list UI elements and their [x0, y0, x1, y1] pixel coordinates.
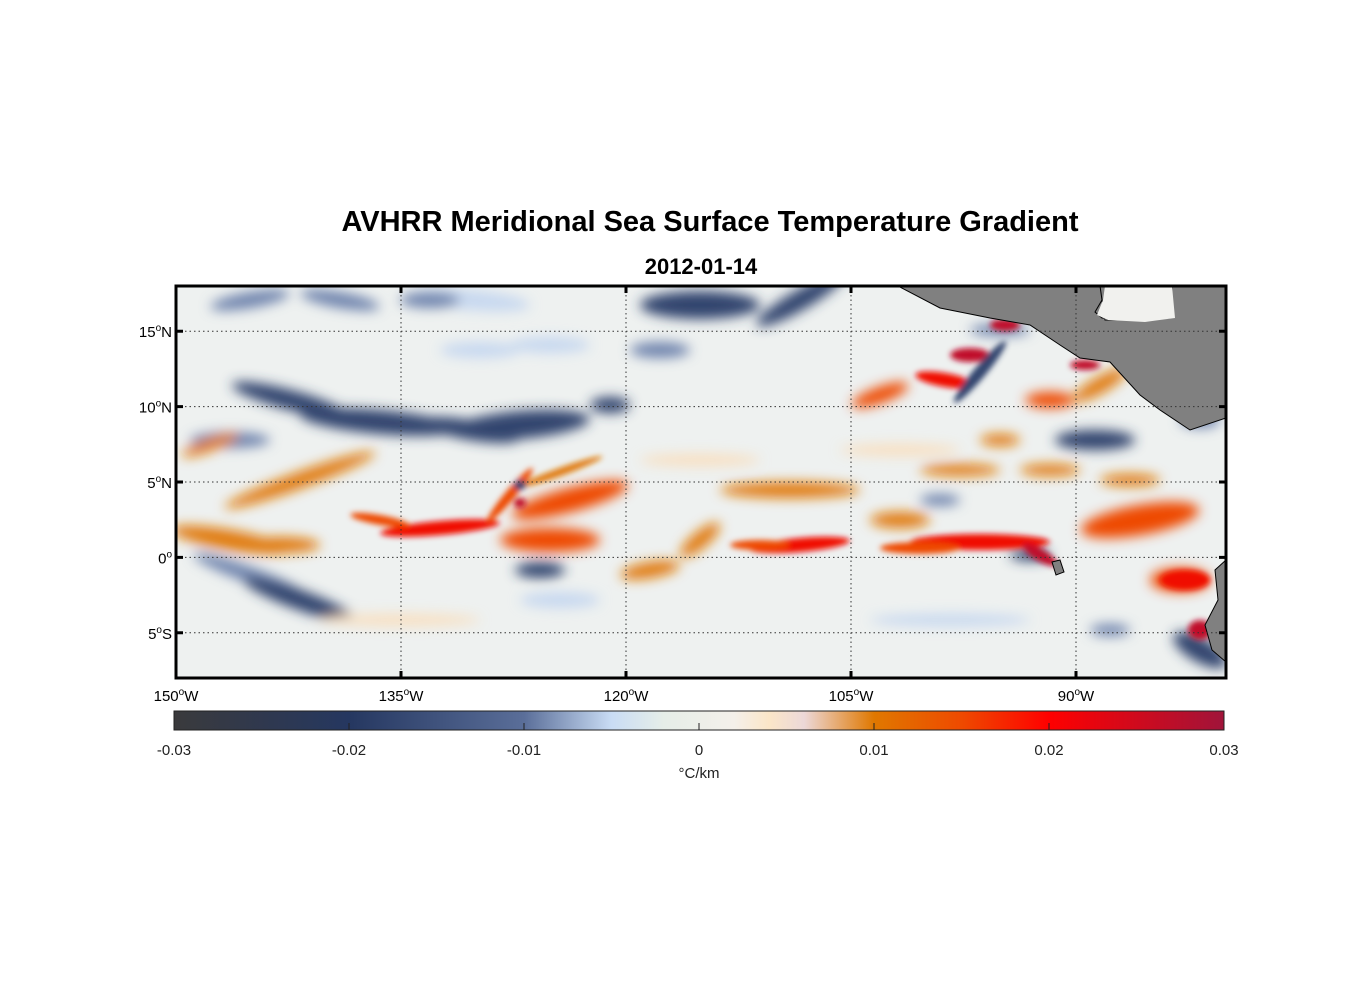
field-feature	[1070, 360, 1100, 370]
field-feature	[915, 371, 975, 389]
field-feature	[440, 342, 520, 358]
field-feature	[300, 408, 460, 436]
field-feature	[630, 342, 690, 358]
field-feature	[640, 291, 760, 319]
field-feature	[640, 454, 760, 466]
field-feature	[880, 542, 960, 554]
field-feature	[1022, 543, 1058, 567]
colorbar-tick-label: 0.01	[859, 742, 888, 759]
field-feature	[517, 456, 603, 488]
field-feature	[515, 562, 565, 578]
field-feature	[514, 480, 526, 490]
field-feature	[920, 494, 960, 506]
field-feature	[240, 537, 320, 553]
lon-tick-label: 150oW	[154, 687, 200, 705]
field-feature	[870, 512, 930, 528]
field-feature	[840, 444, 960, 456]
lon-tick-label: 135oW	[379, 687, 425, 705]
field-feature	[1100, 474, 1160, 486]
field-feature	[520, 592, 600, 608]
lon-tick-label: 120oW	[604, 687, 650, 705]
field-feature	[1073, 368, 1127, 402]
field-feature	[920, 464, 1000, 476]
field-feature	[953, 341, 1007, 403]
lat-tick-label: 5oN	[147, 474, 172, 492]
colorbar-tick-label: 0.03	[1209, 742, 1238, 759]
lat-tick-label: 0o	[158, 549, 172, 567]
field-feature	[243, 577, 357, 623]
field-feature	[620, 560, 680, 580]
field-feature	[1055, 430, 1135, 450]
field-feature	[514, 498, 526, 508]
field-feature	[980, 434, 1020, 446]
lat-tick-label: 5oS	[148, 625, 172, 643]
field-feature	[224, 451, 376, 509]
field-feature	[300, 289, 380, 311]
galapagos-land	[1051, 559, 1065, 576]
colorbar-tick-label: -0.02	[332, 742, 366, 759]
field-feature	[720, 482, 860, 498]
map-axes: 15oN 10oN 5oN 0o 5oS 150oW 135oW 120oW 105oW 90oW	[139, 286, 1226, 705]
colorbar-tick-label: -0.03	[157, 742, 191, 759]
field-feature	[870, 614, 1030, 626]
field-feature	[380, 519, 500, 537]
colorbar-tick-label: -0.01	[507, 742, 541, 759]
field-feature	[1090, 624, 1130, 636]
ocean-background	[176, 286, 1226, 678]
lat-tick-label: 15oN	[139, 323, 172, 341]
field-feature	[730, 540, 790, 550]
chart-title: AVHRR Meridional Sea Surface Temperature…	[341, 206, 1079, 238]
field-feature	[590, 397, 630, 413]
field-feature	[210, 289, 290, 311]
colorbar-unit-label: °C/km	[679, 765, 720, 782]
field-feature	[350, 512, 410, 528]
chart-subtitle: 2012-01-14	[644, 254, 758, 279]
gulf-of-mexico-water	[1097, 286, 1175, 322]
field-feature	[1173, 631, 1226, 669]
field-feature	[320, 614, 480, 626]
field-feature	[851, 382, 909, 408]
land-mask	[897, 286, 1226, 663]
field-feature	[1160, 570, 1210, 590]
colorbar-tick-label: 0.02	[1034, 742, 1063, 759]
field-feature	[500, 528, 600, 552]
field-feature	[1020, 464, 1080, 476]
field-feature	[511, 480, 629, 520]
gradient-field-strong	[350, 319, 1212, 640]
field-feature	[1080, 501, 1200, 539]
colorbar: -0.03 -0.02 -0.01 0 0.01 0.02 0.03 °C/km	[157, 710, 1239, 782]
field-feature	[680, 522, 720, 558]
field-feature	[420, 416, 520, 444]
field-feature	[400, 292, 460, 308]
colorbar-tick-label: 0	[695, 742, 703, 759]
field-feature	[181, 433, 239, 457]
south-america-land	[1204, 559, 1226, 663]
field-feature	[510, 337, 590, 353]
field-feature	[950, 348, 990, 362]
lon-tick-label: 105oW	[829, 687, 875, 705]
field-feature	[1025, 392, 1075, 408]
lon-tick-label: 90oW	[1058, 687, 1095, 705]
lat-tick-label: 10oN	[139, 399, 172, 417]
